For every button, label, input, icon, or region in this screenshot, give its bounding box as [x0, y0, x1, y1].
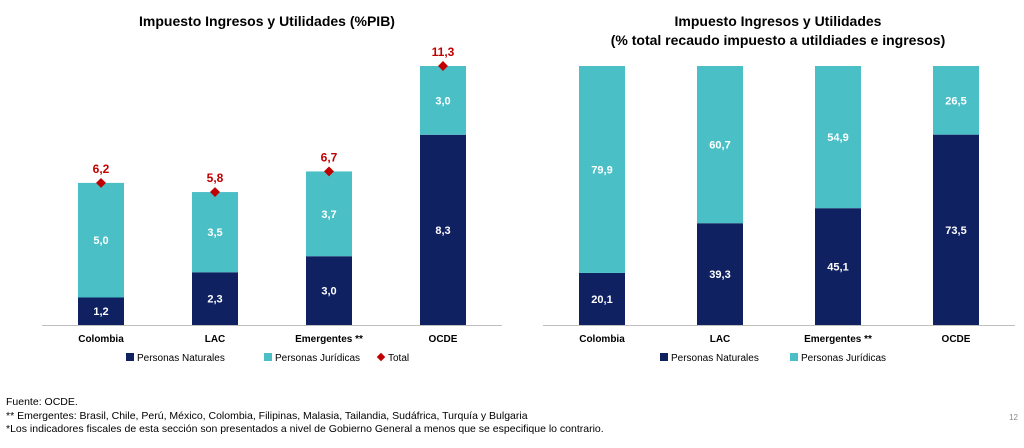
data-label-personas-naturales: 73,5 [945, 225, 966, 237]
legend-marker-total [376, 352, 386, 362]
bar-personas-juridicas [78, 182, 124, 298]
data-label-personas-naturales: 20,1 [591, 294, 612, 306]
data-label-personas-naturales: 39,3 [709, 269, 730, 281]
category-label: LAC [710, 334, 731, 345]
emergentes-note: ** Emergentes: Brasil, Chile, Perú, Méxi… [6, 409, 528, 422]
legend-swatch [264, 353, 272, 361]
legend-swatch [790, 353, 798, 361]
data-label-personas-naturales: 3,0 [321, 286, 336, 298]
total-marker [96, 177, 106, 188]
data-label-total: 5,8 [207, 171, 224, 185]
bar-personas-juridicas [579, 66, 625, 273]
legend-swatch [660, 353, 668, 361]
source-note: Fuente: OCDE. [6, 396, 78, 408]
bar-personas-juridicas [306, 171, 352, 257]
data-label-personas-juridicas: 5,0 [93, 235, 108, 247]
category-label: OCDE [942, 334, 971, 345]
data-label-personas-naturales: 2,3 [207, 294, 222, 306]
bar-personas-naturales [78, 297, 124, 325]
category-label: Colombia [579, 334, 625, 345]
bar-personas-naturales [697, 223, 743, 325]
category-label: LAC [205, 334, 226, 345]
data-label-personas-juridicas: 3,5 [207, 227, 222, 239]
legend-label: Personas Naturales [137, 353, 225, 364]
total-marker [210, 187, 220, 198]
data-label-total: 11,3 [432, 45, 455, 59]
legend-label: Personas Naturales [671, 353, 759, 364]
bar-personas-juridicas [697, 66, 743, 224]
bar-personas-juridicas [815, 66, 861, 209]
indicadores-note: *Los indicadores fiscales de esta secció… [6, 423, 604, 435]
category-label: OCDE [429, 334, 458, 345]
total-marker [324, 166, 334, 177]
charts-area: Impuesto Ingresos y Utilidades (%PIB) 1,2… [42, 13, 1015, 364]
chart-title: Impuesto Ingresos y Utilidades [675, 13, 882, 29]
legend-label: Personas Jurídicas [275, 353, 360, 364]
bar-personas-naturales [579, 272, 625, 325]
data-label-personas-juridicas: 54,9 [827, 132, 848, 144]
page-number: 12 [1009, 413, 1018, 422]
legend-label: Total [388, 353, 409, 364]
category-label: Colombia [78, 334, 124, 345]
data-label-personas-naturales: 1,2 [93, 306, 108, 318]
data-label-personas-naturales: 8,3 [435, 225, 450, 237]
category-label: Emergentes ** [804, 334, 872, 345]
legend-label: Personas Jurídicas [801, 353, 886, 364]
data-label-personas-juridicas: 3,0 [435, 95, 450, 107]
chart-subtitle: (% total recaudo impuesto a utildiades e… [611, 32, 946, 48]
category-label: Emergentes ** [295, 334, 363, 345]
data-label-personas-juridicas: 60,7 [709, 140, 730, 152]
bar-personas-naturales [420, 134, 466, 325]
bar-personas-juridicas [933, 66, 979, 135]
chart-title: Impuesto Ingresos y Utilidades (%PIB) [139, 13, 395, 29]
bar-personas-naturales [192, 272, 238, 325]
footnotes: Fuente: OCDE. ** Emergentes: Brasil, Chi… [6, 396, 604, 437]
legend-swatch [126, 353, 134, 361]
bar-personas-naturales [306, 256, 352, 325]
data-label-personas-juridicas: 79,9 [591, 164, 612, 176]
bar-personas-juridicas [192, 192, 238, 273]
data-label-personas-naturales: 45,1 [827, 262, 848, 274]
bar-personas-juridicas [420, 66, 466, 135]
bar-personas-naturales [815, 208, 861, 325]
bar-personas-naturales [933, 134, 979, 325]
data-label-personas-juridicas: 26,5 [945, 95, 966, 107]
data-label-personas-juridicas: 3,7 [321, 209, 336, 221]
data-label-total: 6,2 [93, 162, 110, 176]
data-label-total: 6,7 [321, 150, 338, 164]
